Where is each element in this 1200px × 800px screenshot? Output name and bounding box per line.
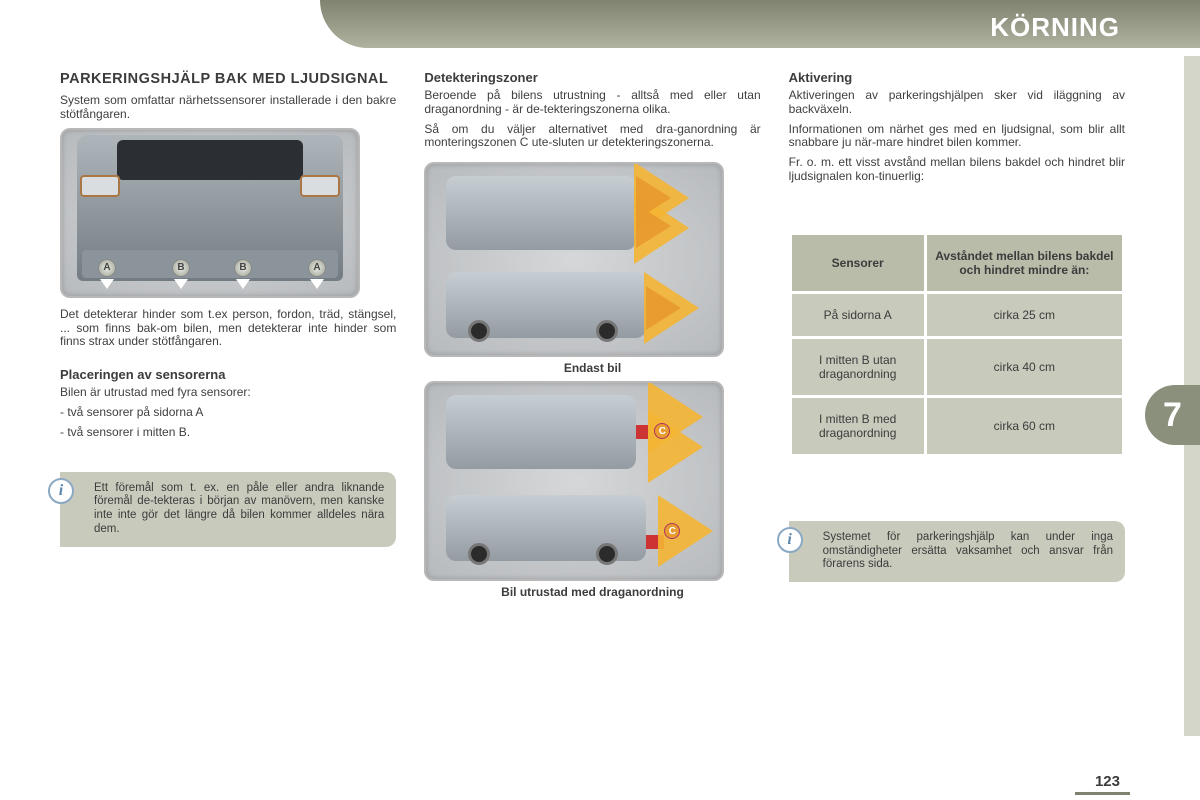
activation-p3: Fr. o. m. ett visst avstånd mellan bilen…: [789, 156, 1125, 184]
column-3: Aktivering Aktiveringen av parkeringshjä…: [789, 70, 1125, 770]
page: KÖRNING 7 PARKERINGSHJÄLP BAK MED LJUDSI…: [0, 0, 1200, 800]
placement-item-1: två sensorer i mitten B.: [74, 426, 396, 440]
info-icon: i: [48, 478, 74, 504]
detection-cone: [648, 411, 703, 483]
sensor-distance-table: Sensorer Avståndet mellan bilens bakdel …: [789, 232, 1125, 457]
rear-car-diagram: A B B A: [60, 128, 360, 298]
info-icon: i: [777, 527, 803, 553]
wheel-icon: [468, 543, 490, 565]
diagram-with-towbar: C C: [424, 381, 724, 581]
diagram-car-only: [424, 162, 724, 357]
wheel-icon: [468, 320, 490, 342]
placement-list: två sensorer på sidorna A två sensorer i…: [60, 406, 396, 440]
info-box-2: i Systemet för parkeringshjälp kan under…: [789, 521, 1125, 582]
detection-cone-inner: [646, 286, 681, 330]
table-row: På sidorna A cirka 25 cm: [792, 294, 1122, 336]
detection-cone-inner: [636, 204, 671, 248]
chapter-badge: 7: [1145, 385, 1200, 445]
cell-sensor-2: I mitten B med draganordning: [792, 398, 924, 454]
sensor-label-B: B: [172, 259, 190, 277]
table-header-1: Avståndet mellan bilens bakdel och hindr…: [927, 235, 1122, 291]
table-row: I mitten B med draganordning cirka 60 cm: [792, 398, 1122, 454]
car-side-view: [446, 272, 646, 338]
col1-detect-para: Det detekterar hinder som t.ex person, f…: [60, 308, 396, 349]
sensor-label-A: A: [98, 259, 116, 277]
placement-title: Placeringen av sensorerna: [60, 367, 396, 382]
cell-sensor-0: På sidorna A: [792, 294, 924, 336]
wheel-icon: [596, 543, 618, 565]
car-top-view: [446, 395, 636, 469]
caption-car-only: Endast bil: [424, 361, 760, 375]
sensor-marker-A-right: A: [308, 259, 326, 291]
taillight-right: [300, 175, 340, 197]
car-side-view: [446, 495, 646, 561]
activation-title: Aktivering: [789, 70, 1125, 85]
zones-p1: Beroende på bilens utrustning - alltså m…: [424, 89, 760, 117]
info-box-1: i Ett föremål som t. ex. en påle eller a…: [60, 472, 396, 547]
info-text-2: Systemet för parkeringshjälp kan under i…: [823, 531, 1113, 571]
page-title: KÖRNING: [990, 12, 1120, 43]
table-row: I mitten B utan draganordning cirka 40 c…: [792, 339, 1122, 395]
cell-sensor-1: I mitten B utan draganordning: [792, 339, 924, 395]
col1-intro: System som omfattar närhetssensorer inst…: [60, 94, 396, 122]
placement-intro: Bilen är utrustad med fyra sensorer:: [60, 386, 396, 400]
info-text-1: Ett föremål som t. ex. en påle eller and…: [94, 482, 384, 535]
sensor-label-A: A: [308, 259, 326, 277]
cell-dist-2: cirka 60 cm: [927, 398, 1122, 454]
page-number-underline: [1075, 792, 1130, 795]
placement-item-0: två sensorer på sidorna A: [74, 406, 396, 420]
sensor-marker-B-left: B: [172, 259, 190, 291]
cell-dist-0: cirka 25 cm: [927, 294, 1122, 336]
caption-with-towbar: Bil utrustad med draganordning: [424, 585, 760, 599]
content-grid: PARKERINGSHJÄLP BAK MED LJUDSIGNAL Syste…: [60, 70, 1125, 770]
taillight-left: [80, 175, 120, 197]
activation-p1: Aktiveringen av parkeringshjälpen sker v…: [789, 89, 1125, 117]
activation-p2: Informationen om närhet ges med en ljuds…: [789, 123, 1125, 151]
sensor-marker-A-left: A: [98, 259, 116, 291]
page-number: 123: [1095, 773, 1120, 790]
column-1: PARKERINGSHJÄLP BAK MED LJUDSIGNAL Syste…: [60, 70, 396, 770]
zones-p2: Så om du väljer alternativet med dra-gan…: [424, 123, 760, 151]
car-top-view: [446, 176, 636, 250]
col1-title: PARKERINGSHJÄLP BAK MED LJUDSIGNAL: [60, 70, 396, 88]
bumper: [82, 250, 338, 278]
wheel-icon: [596, 320, 618, 342]
page-header: KÖRNING: [0, 0, 1200, 60]
table-header-0: Sensorer: [792, 235, 924, 291]
sensor-marker-B-right: B: [234, 259, 252, 291]
sensor-label-B: B: [234, 259, 252, 277]
table-header-row: Sensorer Avståndet mellan bilens bakdel …: [792, 235, 1122, 291]
chapter-number: 7: [1163, 396, 1182, 435]
cell-dist-1: cirka 40 cm: [927, 339, 1122, 395]
car-rear-window: [117, 140, 303, 180]
column-2: Detekteringszoner Beroende på bilens utr…: [424, 70, 760, 770]
zones-title: Detekteringszoner: [424, 70, 760, 85]
